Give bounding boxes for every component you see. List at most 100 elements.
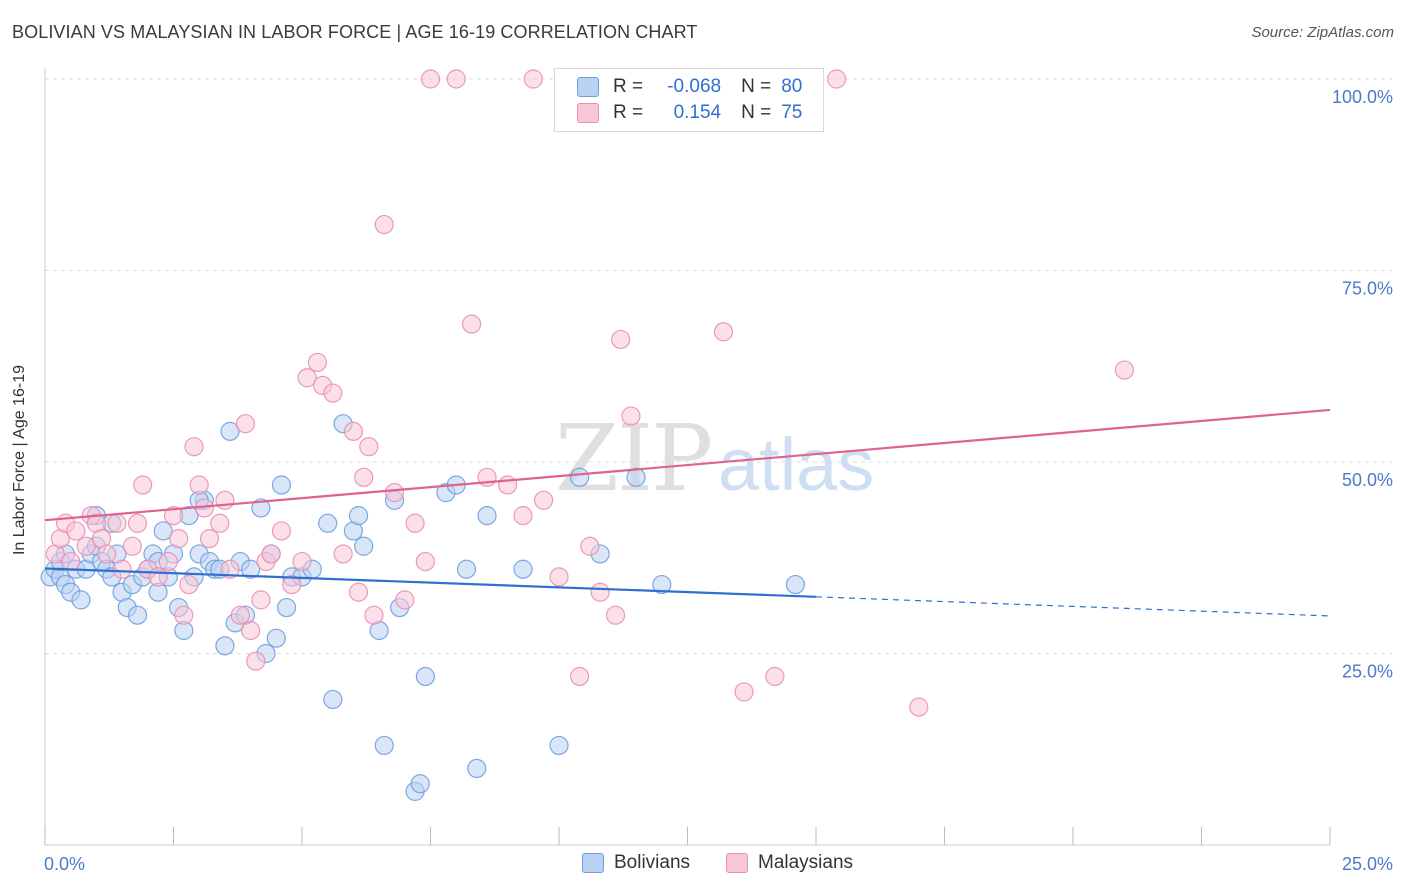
malaysian-point [122, 536, 142, 556]
y-tick-label: 100.0% [1332, 87, 1393, 107]
malaysian-point [235, 414, 256, 434]
bolivian-point [276, 597, 297, 618]
malaysian-point [405, 513, 425, 533]
axes [44, 68, 1331, 846]
malaysian-point [395, 590, 415, 610]
malaysian-point [230, 605, 250, 625]
y-tick-label: 75.0% [1342, 279, 1393, 299]
legend-item-malaysians[interactable]: Malaysians [726, 852, 853, 874]
malaysian-point [189, 475, 209, 495]
bolivian-point [410, 774, 430, 794]
legend-swatch-malaysians [577, 103, 599, 123]
bolivian-point [374, 735, 394, 756]
legend-r-label: R = [613, 76, 644, 97]
malaysian-point [66, 521, 86, 541]
malaysian-point [112, 559, 132, 579]
bolivian-point [477, 506, 497, 526]
malaysian-point [169, 528, 189, 549]
series-legend: Bolivians Malaysians [0, 852, 1406, 878]
legend-label-malaysians: Malaysians [758, 852, 854, 873]
bolivian-point [271, 475, 292, 495]
legend-r-label: R = [613, 102, 644, 123]
malaysian-point [333, 544, 353, 564]
legend-n-value: 80 [781, 76, 803, 97]
malaysian-point [348, 582, 369, 602]
bolivian-point [71, 590, 91, 610]
x-tick-label: 25.0% [1342, 854, 1393, 874]
malaysian-point [590, 582, 610, 602]
bolivian-point [652, 574, 672, 595]
bolivian-point [354, 536, 374, 556]
watermark-atlas: atlas [718, 423, 874, 506]
malaysian-point [513, 506, 533, 526]
malaysian-point [215, 490, 235, 510]
malaysian-point [158, 551, 178, 572]
malaysian-point [909, 697, 929, 717]
malaysian-point [179, 574, 199, 595]
malaysian-point [621, 406, 641, 426]
malaysian-point [97, 544, 117, 564]
malaysian-point [415, 551, 435, 572]
bolivian-point [456, 559, 477, 579]
bolivian-point [215, 636, 235, 656]
stats-legend: R = -0.068 N = 80 R = 0.154 N = 75 [554, 68, 824, 132]
bolivian-point [415, 666, 435, 687]
malaysian-point [533, 490, 554, 510]
malaysian-point [148, 567, 168, 587]
malaysian-point [163, 506, 184, 526]
malaysian-point [549, 567, 569, 587]
malaysian-point [384, 483, 405, 503]
malaysians-points [45, 69, 1135, 717]
bolivian-point [251, 498, 271, 518]
legend-row-bolivians: R = -0.068 N = 80 [577, 75, 802, 99]
malaysian-point [734, 682, 754, 702]
x-tick-labels: 0.0% 25.0% [44, 854, 1393, 874]
legend-swatch-malaysians [726, 853, 748, 873]
malaysian-point [210, 513, 230, 533]
bolivian-point [569, 467, 590, 487]
malaysian-point [174, 605, 194, 625]
bolivian-point [127, 605, 148, 625]
malaysian-point [246, 651, 266, 671]
malaysian-point [374, 214, 394, 235]
malaysian-point [282, 574, 302, 595]
legend-r-value: 0.154 [673, 102, 722, 123]
malaysian-point [498, 475, 518, 495]
malaysians-trend-line [44, 408, 1331, 522]
bolivians-trend-line [44, 567, 817, 598]
bolivian-point [785, 574, 806, 595]
legend-swatch-bolivians [577, 77, 599, 97]
bolivian-point [467, 758, 487, 779]
trend-lines [44, 408, 1331, 617]
malaysian-point [307, 352, 328, 373]
bolivian-point [153, 521, 173, 541]
malaysian-point [446, 69, 466, 89]
malaysian-point [261, 544, 281, 564]
malaysian-point [343, 421, 363, 441]
malaysian-point [611, 329, 631, 350]
legend-label-bolivians: Bolivians [614, 852, 691, 873]
y-tick-label: 25.0% [1342, 662, 1393, 682]
malaysian-point [220, 559, 240, 579]
malaysian-point [297, 368, 317, 388]
legend-swatch-bolivians [582, 853, 604, 873]
legend-r-value: -0.068 [667, 76, 722, 97]
bolivian-point [241, 559, 261, 579]
malaysian-point [184, 437, 204, 457]
y-tick-labels: 25.0% 50.0% 75.0% 100.0% [1332, 87, 1393, 682]
source-credit: Source: ZipAtlas.com [1251, 24, 1394, 41]
malaysian-point [127, 513, 148, 533]
malaysian-point [107, 513, 127, 533]
legend-row-malaysians: R = 0.154 N = 75 [577, 101, 802, 125]
malaysian-point [826, 69, 847, 89]
legend-n-label: N = [741, 76, 772, 97]
malaysian-point [523, 69, 543, 89]
malaysian-point [323, 383, 343, 403]
y-tick-label: 50.0% [1342, 470, 1393, 490]
malaysian-point [251, 590, 271, 610]
bolivian-point [348, 506, 369, 526]
malaysian-point [271, 521, 292, 541]
legend-item-bolivians[interactable]: Bolivians [582, 852, 690, 874]
malaysian-point [713, 322, 734, 342]
